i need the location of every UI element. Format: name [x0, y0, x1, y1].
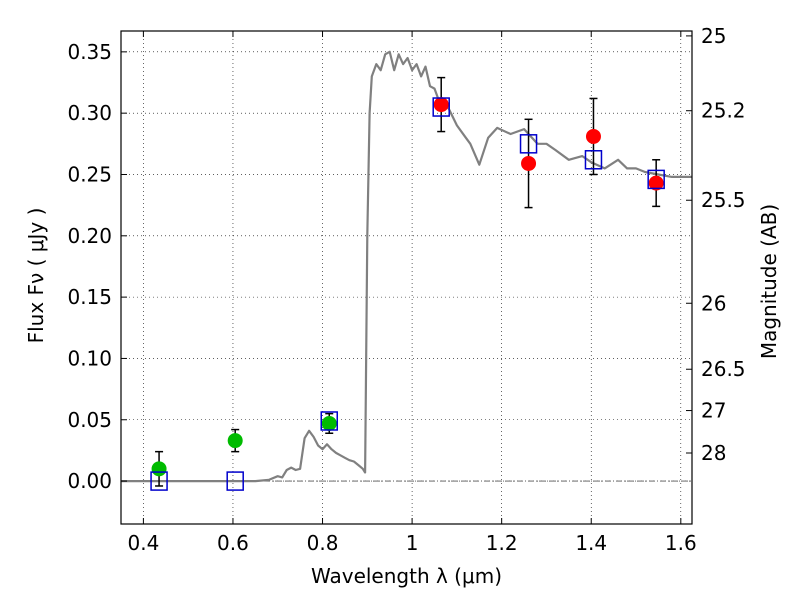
model-square-point — [584, 150, 603, 170]
x-tick-label: 0.4 — [127, 531, 159, 555]
y-axis-title: Flux Fν ( μJy ) — [24, 208, 48, 344]
y-tick-label: 0.30 — [67, 101, 112, 125]
green-point — [321, 415, 337, 431]
x-tick-label: 0.6 — [217, 531, 249, 555]
plot-frame — [120, 30, 693, 525]
x-tick-label: 1.2 — [486, 531, 518, 555]
right-axis-title: Magnitude (AB) — [757, 204, 781, 359]
model-square-point — [519, 134, 538, 154]
right-axis-ticks: 25 25.2 25.5 26 26.5 27 28 — [686, 24, 746, 465]
model-square-point — [320, 411, 338, 431]
green-point — [227, 433, 243, 449]
photometry-markers — [150, 97, 665, 491]
model-spectrum-line — [121, 50, 692, 483]
y-axis-ticks: 0.00 0.05 0.10 0.15 0.20 0.25 0.30 0.35 — [67, 40, 127, 493]
right-tick-label: 26.5 — [701, 357, 746, 381]
x-tick-label: 0.8 — [307, 531, 339, 555]
error-bars — [155, 76, 661, 487]
right-tick-label: 27 — [701, 399, 726, 423]
x-axis-title: Wavelength λ (μm) — [311, 564, 502, 588]
right-tick-label: 26 — [701, 291, 726, 315]
right-tick-label: 28 — [701, 441, 726, 465]
y-tick-label: 0.25 — [67, 162, 112, 186]
right-tick-label: 25 — [701, 24, 726, 48]
y-tick-label: 0.10 — [67, 346, 112, 370]
y-tick-label: 0.15 — [67, 285, 112, 309]
x-tick-label: 1 — [406, 531, 419, 555]
model-square-point — [647, 169, 665, 190]
right-tick-label: 25.2 — [701, 99, 746, 123]
green-point — [151, 461, 167, 477]
x-axis-ticks: 0.4 0.6 0.8 1 1.2 1.4 1.6 — [127, 31, 697, 555]
red-point — [648, 175, 664, 191]
model-square-point — [150, 471, 168, 491]
model-square-point — [432, 97, 450, 117]
right-tick-label: 25.5 — [701, 188, 746, 212]
x-tick-label: 1.6 — [665, 531, 697, 555]
y-tick-label: 0.35 — [67, 40, 112, 64]
grid — [121, 31, 692, 524]
y-tick-label: 0.00 — [67, 469, 112, 493]
red-point — [433, 97, 449, 113]
y-tick-label: 0.20 — [67, 224, 112, 248]
red-point — [521, 155, 537, 171]
model-square-point — [226, 471, 244, 491]
x-tick-label: 1.4 — [575, 531, 607, 555]
red-point — [585, 128, 601, 144]
y-tick-label: 0.05 — [67, 408, 112, 432]
